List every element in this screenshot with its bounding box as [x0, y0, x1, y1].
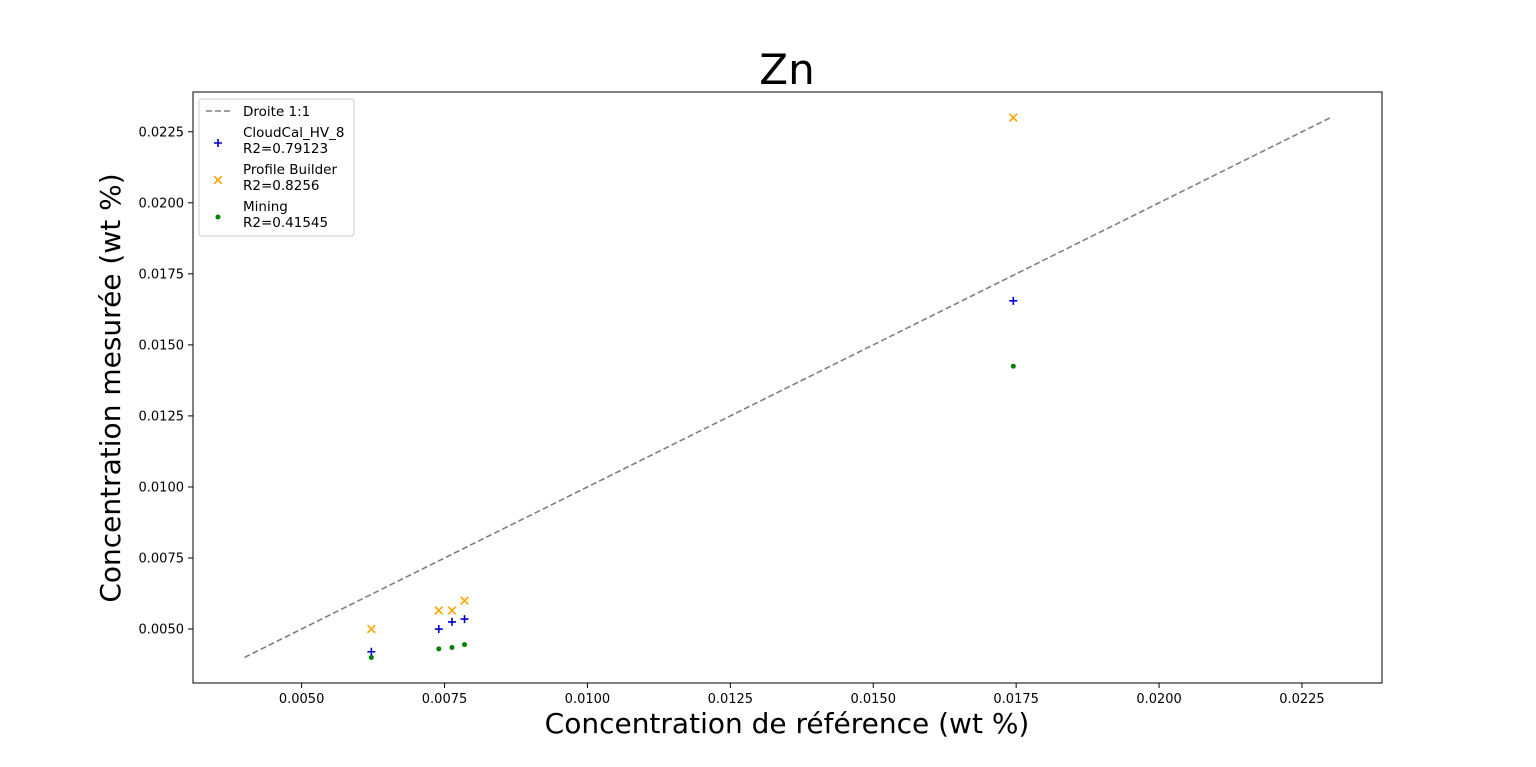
data-point-cloudcal-hv-8 [1009, 296, 1018, 305]
y-tick-label: 0.0150 [139, 338, 185, 353]
chart-title: Zn [759, 45, 814, 94]
y-axis-title: Concentration mesurée (wt %) [94, 173, 127, 602]
reference-line [244, 116, 1331, 659]
y-tick-label: 0.0050 [139, 623, 185, 638]
ticks-layer: 0.0050 0.0075 0.0100 0.0125 0.0150 0.0175 0.02… [139, 125, 1325, 707]
y-tick-label: 0.0100 [139, 480, 185, 495]
legend: Droite 1:1 CloudCal_HV_8 R2=0.79123 Prof… [198, 98, 355, 237]
data-point-profile-builder [366, 624, 376, 634]
legend-marker-mining [215, 214, 221, 220]
x-tick-label: 0.0050 [279, 692, 325, 707]
x-axis-title: Concentration de référence (wt %) [545, 707, 1030, 740]
data-point-cloudcal-hv-8 [434, 625, 443, 634]
data-point-cloudcal-hv-8 [447, 617, 456, 626]
x-tick-label: 0.0150 [850, 692, 896, 707]
y-tick-label: 0.0175 [139, 267, 185, 282]
y-tick-label: 0.0200 [139, 196, 185, 211]
legend-label-profile-builder-r2: R2=0.8256 [243, 178, 320, 194]
series-cloudcal-hv-8 [367, 296, 1018, 656]
x-tick-label: 0.0200 [1136, 692, 1182, 707]
data-point-cloudcal-hv-8 [367, 647, 376, 656]
data-point-profile-builder [434, 606, 444, 615]
y-tick-label: 0.0225 [139, 125, 185, 140]
data-point-mining [462, 642, 468, 648]
y-tick-label: 0.0125 [139, 409, 185, 424]
legend-markers [206, 110, 233, 220]
plot-frame [192, 91, 1383, 684]
x-tick-label: 0.0175 [993, 692, 1039, 707]
x-tick-label: 0.0225 [1279, 692, 1325, 707]
legend-label-reference-line: Droite 1:1 [243, 104, 310, 120]
legend-marker-cloudcal-hv-8 [214, 139, 222, 147]
x-tick-label: 0.0125 [708, 692, 754, 707]
data-point-cloudcal-hv-8 [460, 615, 469, 624]
data-point-mining [1010, 363, 1016, 369]
x-tick-label: 0.0075 [422, 692, 468, 707]
legend-label-cloudcal-name: CloudCal_HV_8 [243, 125, 345, 141]
plot-layer [244, 113, 1331, 660]
legend-label-cloudcal-r2: R2=0.79123 [243, 141, 328, 157]
data-point-mining [449, 644, 455, 650]
data-point-mining [436, 646, 442, 652]
data-point-mining [368, 654, 374, 660]
y-tick-label: 0.0075 [139, 551, 185, 566]
legend-label-profile-builder-name: Profile Builder [243, 162, 337, 178]
legend-label-mining-name: Mining [243, 199, 288, 215]
data-point-profile-builder [447, 606, 457, 615]
data-point-profile-builder [460, 596, 469, 605]
series-profile-builder [366, 113, 1018, 634]
legend-box [198, 98, 355, 237]
data-point-profile-builder [1008, 113, 1018, 122]
series-mining [368, 363, 1016, 660]
legend-label-mining-r2: R2=0.41545 [243, 215, 328, 231]
legend-marker-profile-builder [213, 175, 223, 185]
x-tick-label: 0.0100 [565, 692, 611, 707]
